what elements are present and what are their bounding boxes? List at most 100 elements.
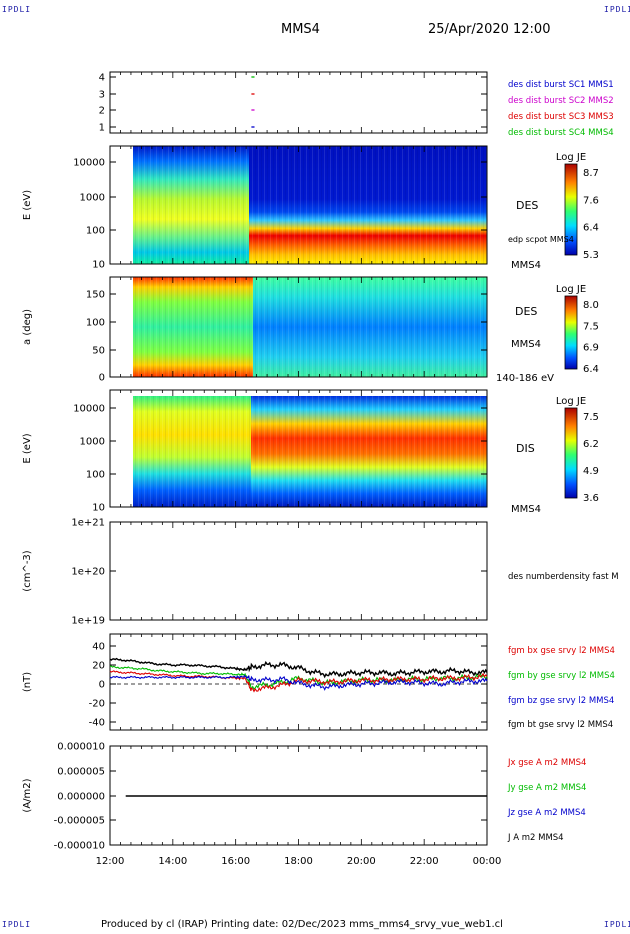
y-tick-label: 100	[86, 226, 105, 237]
fgm-series-line	[109, 670, 488, 693]
y-tick-label: 100	[86, 318, 105, 329]
colorbar-tick-label: 7.6	[583, 195, 599, 206]
fgm-series-label: fgm bt gse srvy l2 MMS4	[508, 720, 613, 730]
x-tick-label: 12:00	[96, 856, 125, 867]
colorbar-tick-label: 3.6	[583, 493, 599, 504]
spectrogram-side-label: MMS4	[511, 339, 541, 350]
y-tick-label: 50	[92, 346, 105, 357]
y-tick-label: 2	[99, 106, 105, 117]
y-tick-label: 4	[99, 73, 105, 84]
spacecraft-title: MMS4	[281, 22, 320, 37]
colorbar-tick-label: 6.4	[583, 223, 599, 234]
colorbar-title: Log JE	[556, 152, 586, 163]
footer-text: Produced by cl (IRAP) Printing date: 02/…	[101, 919, 503, 930]
spectrogram-side-label: edp scpot MMS4	[508, 235, 574, 244]
plot-layer	[109, 76, 488, 797]
colorbar-title: Log JE	[556, 396, 586, 407]
colorbar-tick-label: 6.2	[583, 439, 599, 450]
corner-label-top-right: IPDLI	[604, 5, 630, 14]
spectrogram-side-label: 140-186 eV	[496, 373, 554, 384]
burst-legend-entry: des dist burst SC1 MMS1	[508, 80, 614, 90]
y-tick-label: -40	[89, 718, 105, 729]
corner-label-bottom-right: IPDLI	[604, 920, 630, 929]
y-axis-label: (nT)	[22, 672, 33, 692]
dis-energy-texture	[133, 396, 487, 507]
panel-frames	[109, 71, 488, 846]
y-tick-label: 10	[92, 260, 105, 271]
y-tick-label: 40	[92, 642, 105, 653]
fgm-series-label: fgm by gse srvy l2 MMS4	[508, 671, 615, 681]
x-tick-label: 20:00	[347, 856, 376, 867]
y-tick-label: 1e+19	[71, 616, 105, 627]
y-tick-label: 3	[99, 90, 105, 101]
x-tick-label: 22:00	[410, 856, 439, 867]
y-tick-label: 150	[86, 290, 105, 301]
spectrogram-side-label: MMS4	[511, 260, 541, 271]
colorbar-tick-label: 6.9	[583, 343, 599, 354]
x-tick-label: 18:00	[284, 856, 313, 867]
colorbar-tick-label: 7.5	[583, 412, 599, 423]
y-tick-label: 0.000010	[57, 742, 105, 753]
colorbar-dis-energy	[564, 407, 578, 499]
colorbar-tick-label: 7.5	[583, 321, 599, 332]
y-axis-label: (cm^-3)	[22, 550, 33, 591]
y-tick-label: 1e+20	[71, 567, 105, 578]
y-tick-label: 1e+21	[71, 518, 105, 529]
y-tick-label: 1	[99, 123, 105, 134]
spectrogram-side-label: DIS	[516, 442, 535, 455]
colorbar-tick-label: 8.0	[583, 300, 599, 311]
y-tick-label: 10	[92, 503, 105, 514]
y-tick-label: 10000	[73, 158, 105, 169]
y-tick-label: 0.000000	[57, 792, 105, 803]
colorbar-des-pitch	[564, 295, 578, 370]
current-series-label: J A m2 MMS4	[507, 833, 564, 843]
colorbar-tick-label: 5.3	[583, 250, 599, 261]
burst-legend-entry: des dist burst SC2 MMS2	[508, 96, 614, 106]
y-axis-label: E (eV)	[22, 433, 33, 463]
current-series-label: Jz gse A m2 MMS4	[507, 808, 586, 818]
y-axis-label: a (deg)	[22, 309, 33, 345]
y-tick-label: -0.000010	[54, 841, 105, 852]
fgm-series-label: fgm bz gse srvy l2 MMS4	[508, 696, 614, 706]
x-tick-label: 16:00	[221, 856, 250, 867]
y-tick-label: 1000	[80, 437, 105, 448]
colorbar-tick-label: 4.9	[583, 466, 599, 477]
spectrogram-side-label: DES	[516, 199, 538, 212]
fgm-series-label: fgm bx gse srvy l2 MMS4	[508, 646, 615, 656]
panel-frame-6	[109, 633, 488, 731]
burst-legend-entry: des dist burst SC4 MMS4	[508, 128, 614, 138]
burst-legend-entry: des dist burst SC3 MMS3	[508, 112, 614, 122]
x-tick-label: 00:00	[473, 856, 502, 867]
spectrogram-side-label: MMS4	[511, 504, 541, 515]
current-series-label: Jx gse A m2 MMS4	[507, 758, 586, 768]
y-tick-label: 10000	[73, 404, 105, 415]
colorbar-des-energy	[564, 163, 578, 256]
panel-frame-1	[109, 71, 488, 134]
colorbar-tick-label: 6.4	[583, 364, 599, 375]
corner-label-top-left: IPDLI	[2, 5, 32, 14]
y-axis-label: E (eV)	[22, 190, 33, 220]
y-tick-label: 0.000005	[57, 767, 105, 778]
current-series-label: Jy gse A m2 MMS4	[507, 783, 586, 793]
datetime-title: 25/Apr/2020 12:00	[428, 22, 551, 37]
y-tick-label: 100	[86, 470, 105, 481]
panel-frame-5	[109, 521, 488, 621]
spectrogram-images	[133, 146, 487, 507]
x-tick-label: 14:00	[158, 856, 187, 867]
des-energy-texture	[133, 146, 487, 264]
y-tick-label: -20	[89, 699, 105, 710]
des-pitch-texture	[133, 277, 487, 377]
y-tick-label: -0.000005	[54, 816, 105, 827]
corner-label-bottom-left: IPDLI	[2, 920, 32, 929]
fgm-series-line	[109, 674, 488, 691]
y-tick-label: 1000	[80, 193, 105, 204]
y-tick-label: 0	[99, 680, 105, 691]
colorbar-tick-label: 8.7	[583, 168, 599, 179]
y-tick-label: 0	[99, 373, 105, 384]
y-axis-label: (A/m2)	[22, 778, 33, 812]
y-tick-label: 20	[92, 661, 105, 672]
fgm-series-line	[109, 657, 488, 679]
spectrogram-side-label: DES	[515, 305, 537, 318]
